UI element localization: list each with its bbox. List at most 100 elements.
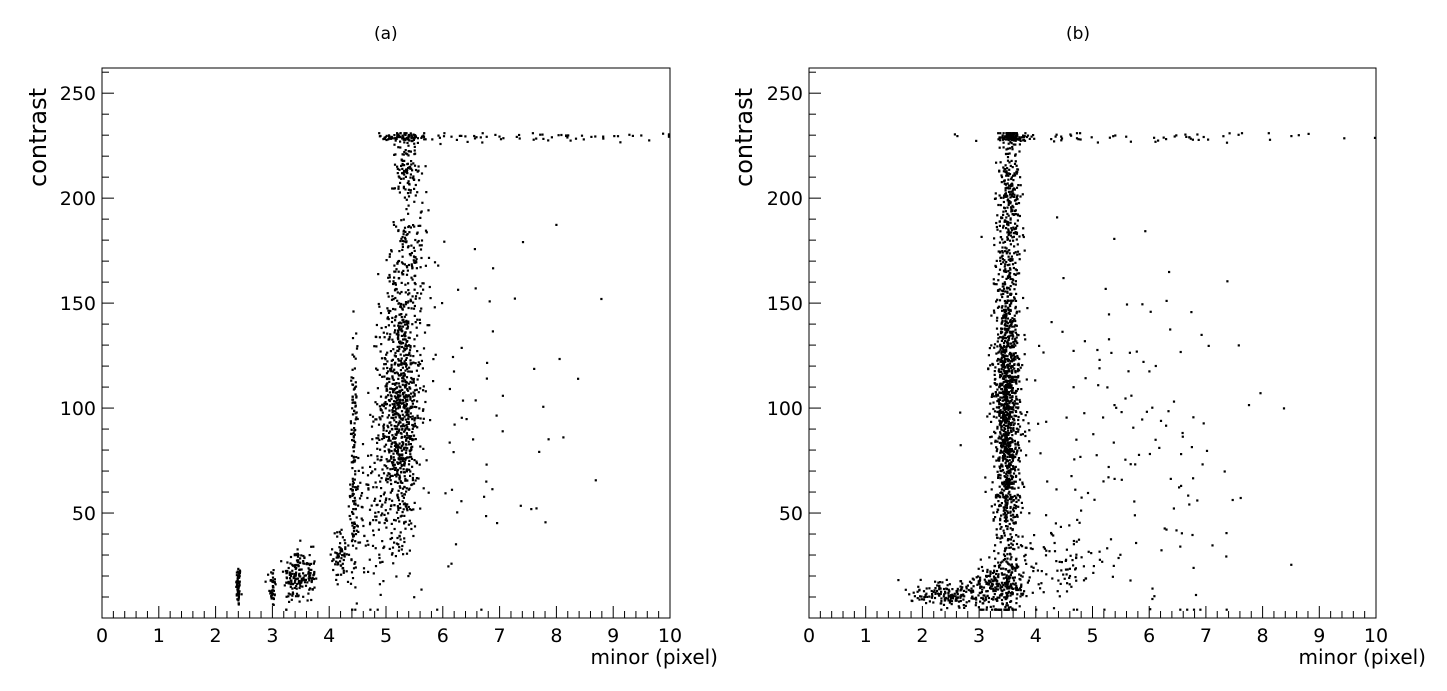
data-point [1010, 302, 1013, 305]
data-point [1008, 455, 1011, 458]
data-point [1154, 364, 1157, 368]
data-point [1015, 453, 1018, 456]
data-point [502, 137, 505, 140]
data-point [1054, 522, 1057, 525]
data-point [930, 589, 933, 593]
data-point [1006, 439, 1009, 442]
data-point [408, 572, 411, 575]
data-point [938, 586, 941, 590]
data-point [602, 137, 605, 140]
data-point [950, 600, 954, 603]
data-point [401, 273, 404, 276]
data-point [1026, 411, 1029, 414]
data-point [1192, 477, 1195, 480]
data-point [1050, 531, 1053, 535]
data-point [1008, 252, 1011, 255]
data-point [1006, 152, 1010, 155]
data-point [418, 318, 421, 321]
data-point [1011, 281, 1014, 284]
data-point [352, 535, 355, 538]
data-point [386, 481, 389, 484]
data-point [452, 451, 455, 454]
data-point [345, 553, 348, 556]
data-point [1004, 464, 1008, 467]
data-point [1194, 593, 1198, 597]
data-point [1068, 567, 1071, 570]
data-point [1017, 428, 1020, 431]
data-point [1002, 261, 1005, 264]
data-point [417, 374, 420, 377]
data-point [403, 196, 406, 199]
data-point [1012, 266, 1015, 270]
data-point [307, 592, 310, 595]
data-point [399, 386, 402, 389]
data-point [309, 562, 313, 565]
data-point [1014, 143, 1017, 146]
data-point [1012, 403, 1015, 406]
data-point [388, 380, 391, 383]
data-point [947, 599, 950, 602]
data-point [385, 372, 389, 375]
data-point [1013, 522, 1016, 525]
data-point [341, 536, 344, 539]
data-point [397, 444, 400, 447]
data-point [933, 589, 936, 592]
data-point [1004, 220, 1007, 223]
data-point [395, 225, 398, 228]
data-point [390, 398, 393, 401]
data-point [376, 403, 379, 406]
data-point [1003, 333, 1006, 336]
data-point [1000, 384, 1003, 387]
data-point [1006, 287, 1009, 290]
data-point [398, 474, 401, 477]
data-point [369, 465, 372, 468]
data-point [1013, 252, 1016, 255]
data-point [485, 377, 488, 380]
data-point [1003, 365, 1006, 368]
data-point [1055, 488, 1058, 491]
data-point [395, 472, 399, 476]
data-point [349, 518, 352, 521]
data-point [424, 229, 428, 232]
data-point [404, 343, 407, 346]
data-point [1010, 478, 1014, 481]
data-point [399, 303, 403, 306]
data-point [410, 508, 413, 512]
data-point [407, 263, 411, 267]
data-point [291, 572, 294, 575]
data-point [404, 479, 407, 482]
data-point [384, 407, 387, 410]
data-point [402, 138, 405, 141]
data-point [1012, 239, 1015, 242]
data-point [406, 407, 409, 410]
data-point [401, 167, 404, 170]
data-point [1013, 358, 1016, 361]
data-point [394, 361, 397, 364]
data-point [542, 137, 545, 140]
data-point [1001, 138, 1004, 141]
data-point [1016, 449, 1019, 452]
data-point [393, 406, 396, 409]
data-point [995, 225, 998, 229]
x-tick-label: 0 [803, 625, 815, 647]
data-point [294, 595, 298, 598]
data-point [391, 428, 394, 431]
data-point [1167, 410, 1170, 413]
data-point [399, 146, 402, 149]
data-point [302, 560, 305, 563]
data-point [1010, 407, 1013, 411]
data-point [407, 422, 410, 425]
data-point [407, 353, 410, 357]
data-point [1002, 553, 1006, 556]
data-point [270, 597, 273, 600]
data-point [357, 485, 360, 488]
data-point [1004, 390, 1007, 393]
data-point [982, 608, 985, 611]
data-point [1001, 365, 1004, 368]
data-point [1343, 137, 1346, 140]
data-point [397, 324, 400, 327]
data-point [399, 240, 402, 243]
data-point [1013, 494, 1016, 498]
data-point [398, 406, 401, 409]
data-point [410, 137, 413, 140]
